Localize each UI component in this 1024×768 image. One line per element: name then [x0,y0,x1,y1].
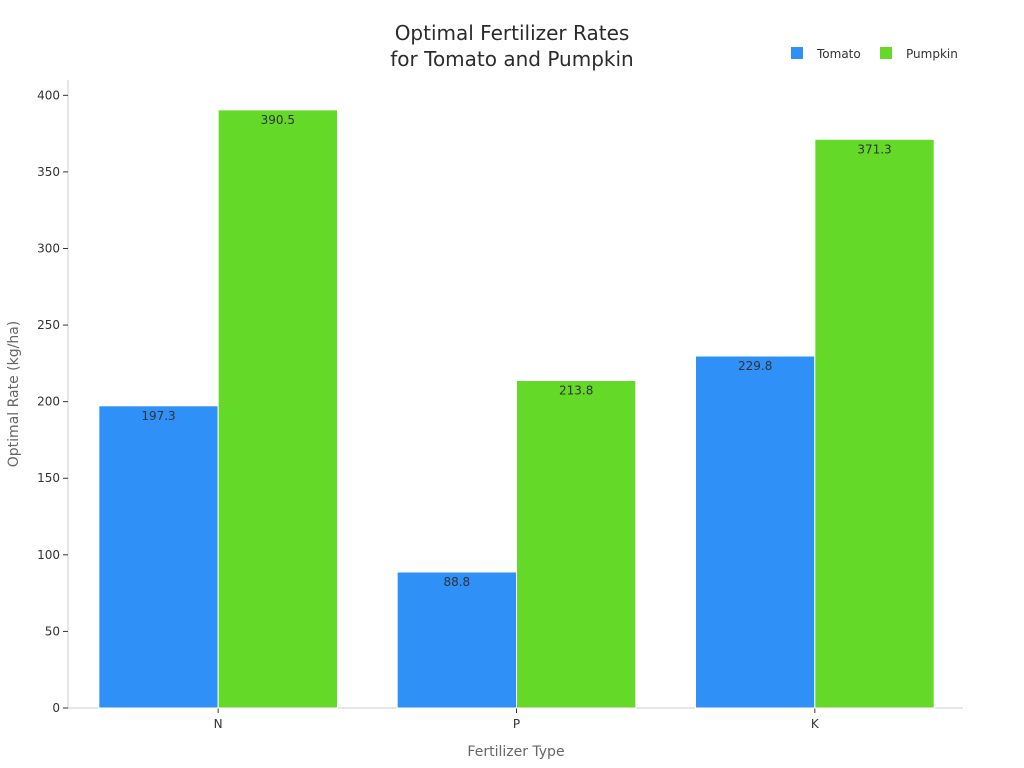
data-label-tomato-k: 229.8 [738,359,772,373]
x-tick-label: K [811,717,820,731]
bar-pumpkin-k [814,138,935,709]
legend-label-tomato: Tomato [816,47,861,61]
y-tick-label: 0 [52,701,60,715]
bars [98,109,935,709]
legend-swatch-pumpkin [880,47,892,59]
data-label-tomato-p: 88.8 [443,575,470,589]
data-label-pumpkin-k: 371.3 [857,142,891,156]
y-tick-label: 50 [45,624,60,638]
legend-swatch-tomato [791,47,803,59]
y-tick-label: 100 [37,548,60,562]
y-axis-title: Optimal Rate (kg/ha) [6,321,22,467]
bar-tomato-n [98,405,219,709]
y-tick-label: 400 [37,88,60,102]
y-tick-label: 250 [37,318,60,332]
legend-label-pumpkin: Pumpkin [906,47,958,61]
chart-title: Optimal Fertilizer Rates for Tomato and … [390,21,633,71]
chart-title-line-1: Optimal Fertilizer Rates [395,21,630,45]
data-label-pumpkin-n: 390.5 [261,113,295,127]
chart-title-line-2: for Tomato and Pumpkin [390,47,633,71]
x-tick-label: P [513,717,520,731]
y-tick-label: 300 [37,241,60,255]
data-label-pumpkin-p: 213.8 [559,384,593,398]
x-axis-title: Fertilizer Type [467,744,564,760]
y-tick-label: 150 [37,471,60,485]
bar-tomato-k [695,355,816,709]
data-labels: 197.3 390.5 88.8 213.8 229.8 371.3 [141,113,891,589]
bar-pumpkin-p [516,380,637,709]
y-tick-label: 350 [37,165,60,179]
bar-pumpkin-n [217,109,339,709]
y-axis: 0 50 100 150 200 250 300 350 400 [37,80,69,715]
y-tick-label: 200 [37,395,60,409]
legend: Tomato Pumpkin [791,47,958,61]
x-tick-label: N [214,717,223,731]
bar-tomato-p [396,571,517,709]
data-label-tomato-n: 197.3 [141,409,175,423]
